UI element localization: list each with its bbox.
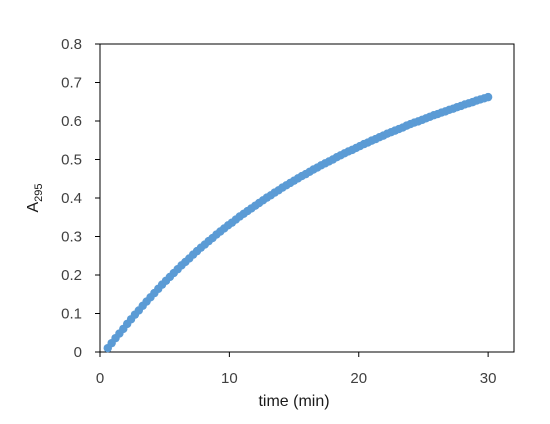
x-axis-ticks: 0 10 20 30	[96, 352, 497, 387]
y-tick-label: 0.4	[61, 190, 82, 207]
y-tick-label: 0.8	[61, 36, 82, 53]
x-tick-label: 20	[350, 370, 367, 387]
x-axis-title: time (min)	[258, 393, 329, 410]
data-point	[483, 92, 493, 102]
x-tick-label: 0	[96, 370, 104, 387]
y-axis-title-sub: 295	[33, 183, 45, 201]
y-tick-label: 0.2	[61, 267, 82, 284]
y-tick-label: 0.1	[61, 306, 82, 323]
plot-frame	[99, 43, 515, 353]
y-tick-label: 0	[74, 344, 82, 361]
x-tick-label: 30	[480, 370, 497, 387]
y-tick-label: 0.3	[61, 229, 82, 246]
y-axis-title: A295	[25, 183, 45, 212]
x-tick-label: 10	[221, 370, 238, 387]
y-axis-title-main: A	[25, 202, 42, 213]
y-tick-label: 0.5	[61, 152, 82, 169]
y-axis-ticks: 0 0.1 0.2 0.3 0.4 0.5 0.6 0.7 0.8	[61, 36, 100, 361]
y-tick-label: 0.6	[61, 113, 82, 130]
data-points	[103, 92, 493, 353]
y-tick-label: 0.7	[61, 75, 82, 92]
